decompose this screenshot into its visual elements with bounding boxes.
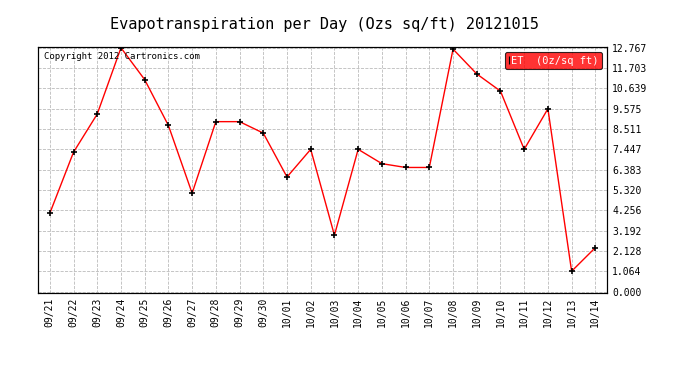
Text: Copyright 2012 Cartronics.com: Copyright 2012 Cartronics.com xyxy=(43,52,199,61)
Text: Evapotranspiration per Day (Ozs sq/ft) 20121015: Evapotranspiration per Day (Ozs sq/ft) 2… xyxy=(110,17,539,32)
Legend: ET  (0z/sq ft): ET (0z/sq ft) xyxy=(505,52,602,69)
